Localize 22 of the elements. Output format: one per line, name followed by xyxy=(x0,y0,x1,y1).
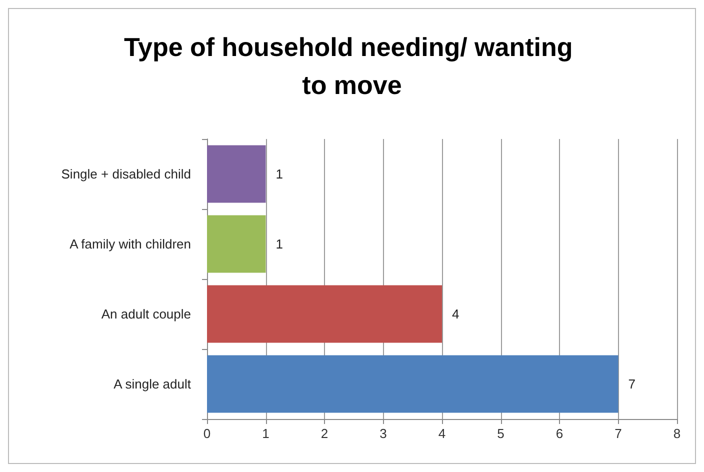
y-tick-label: Single + disabled child xyxy=(61,166,191,182)
data-label: 7 xyxy=(628,376,636,392)
x-tick-label: 1 xyxy=(262,426,270,441)
x-tick-label: 7 xyxy=(614,426,622,441)
data-label: 1 xyxy=(276,166,283,182)
bar xyxy=(207,145,266,203)
x-tick-label: 0 xyxy=(203,426,211,441)
bar xyxy=(207,285,442,343)
x-tick-label: 6 xyxy=(556,426,564,441)
bar xyxy=(207,355,618,413)
x-tick-label: 3 xyxy=(380,426,387,441)
bar xyxy=(207,215,266,273)
data-label: 4 xyxy=(452,306,460,322)
y-tick-label: A family with children xyxy=(70,236,191,252)
x-tick-label: 5 xyxy=(497,426,504,441)
x-tick-label: 4 xyxy=(438,426,446,441)
data-label: 1 xyxy=(276,236,283,252)
y-tick-label: A single adult xyxy=(114,376,192,392)
x-tick-label: 8 xyxy=(673,426,681,441)
y-tick-label: An adult couple xyxy=(101,306,191,322)
chart-title: Type of household needing/ wanting to move xyxy=(124,32,580,100)
x-tick-label: 2 xyxy=(320,426,328,441)
